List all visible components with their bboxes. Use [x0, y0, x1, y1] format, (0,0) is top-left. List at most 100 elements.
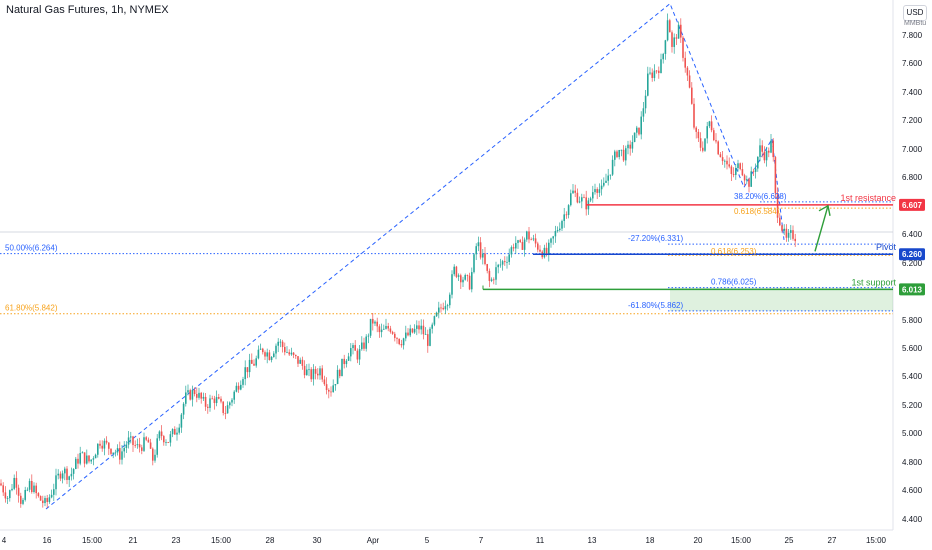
candle [169, 430, 172, 447]
candle [499, 258, 502, 268]
candle [768, 147, 770, 158]
candle [528, 227, 530, 244]
candle [748, 177, 750, 193]
candle [567, 204, 570, 219]
candle [647, 66, 649, 97]
candle [442, 302, 444, 311]
pivot-price-tag-text: 6.260 [902, 250, 923, 259]
candle [730, 164, 733, 182]
candle [629, 140, 631, 156]
candle [440, 303, 442, 313]
x-tick-label: 15:00 [82, 536, 103, 545]
y-tick-label: 5.600 [902, 344, 923, 353]
candle [178, 423, 180, 435]
candle [464, 273, 466, 281]
candle [724, 159, 726, 168]
candle [451, 270, 453, 299]
x-tick-label: 27 [828, 536, 837, 545]
candle [284, 342, 286, 356]
candle [583, 194, 585, 199]
candle [259, 343, 262, 350]
candle [609, 174, 612, 180]
candle [264, 350, 266, 361]
candle [317, 368, 319, 380]
price-axis[interactable]: 4.400 4.600 4.800 5.000 5.200 5.400 5.600 5.800… [902, 31, 923, 524]
candle [180, 412, 183, 433]
candle [341, 358, 343, 377]
y-tick-label: 6.800 [902, 173, 923, 182]
resistance-price-tag [899, 198, 925, 211]
candle [726, 155, 728, 170]
candle [198, 387, 200, 400]
candle [550, 237, 552, 248]
candle [794, 233, 796, 247]
candle [728, 157, 730, 169]
candle [605, 173, 607, 183]
candle [455, 265, 458, 279]
candle [83, 452, 86, 468]
candle [385, 318, 387, 330]
candle [530, 237, 532, 241]
candle [297, 356, 299, 367]
candle [572, 183, 574, 194]
currency-button[interactable]: USD [903, 5, 927, 21]
candle [548, 239, 550, 262]
candle [240, 380, 242, 391]
candle [165, 439, 167, 446]
candle [79, 446, 81, 466]
candle [138, 437, 141, 453]
candle [537, 241, 539, 253]
candle [651, 68, 653, 82]
candle [490, 277, 493, 283]
candle [660, 53, 662, 74]
candle [658, 66, 660, 79]
candle [242, 376, 244, 388]
candle [189, 388, 191, 401]
candle [622, 145, 625, 162]
candle [581, 193, 583, 209]
candle [561, 219, 563, 231]
candle [268, 349, 271, 361]
candle [576, 188, 579, 204]
candle [17, 484, 20, 503]
candle [739, 162, 741, 171]
candle [266, 348, 268, 364]
candle [251, 353, 253, 364]
candle [435, 311, 438, 318]
candle [145, 436, 147, 442]
candle [136, 438, 139, 449]
candle [275, 343, 277, 360]
candle [292, 351, 295, 359]
candle [543, 244, 546, 259]
candle [233, 390, 235, 404]
candle [174, 426, 176, 435]
candle [319, 365, 321, 380]
candle [706, 121, 708, 144]
candle [325, 377, 328, 395]
candle [185, 385, 187, 407]
candle [493, 277, 495, 285]
candle [596, 187, 598, 200]
time-axis[interactable]: 4 16 15:00 21 23 15:00 28 30 Apr 5 7 11 13 18 20 15:00 2… [2, 536, 887, 545]
y-tick-label: 6.200 [902, 259, 923, 268]
candle [534, 233, 537, 248]
candle [262, 347, 264, 355]
candle [22, 497, 24, 506]
candle [429, 326, 431, 347]
candle [633, 132, 636, 143]
candle [669, 18, 671, 33]
candle [226, 401, 229, 414]
x-tick-label: 16 [43, 536, 52, 545]
x-tick-label: 18 [646, 536, 655, 545]
candle [72, 468, 75, 480]
candle [81, 451, 84, 454]
candle [523, 237, 526, 257]
candle [444, 300, 447, 314]
candle [55, 468, 57, 496]
candle [790, 224, 792, 240]
candle [246, 367, 249, 379]
candle [792, 225, 794, 241]
candle [416, 320, 418, 336]
candle [752, 168, 755, 177]
